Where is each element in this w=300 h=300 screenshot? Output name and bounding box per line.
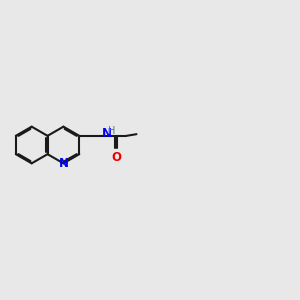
- Text: N: N: [58, 157, 68, 170]
- Text: N: N: [102, 127, 112, 140]
- Text: O: O: [112, 151, 122, 164]
- Text: H: H: [108, 126, 115, 136]
